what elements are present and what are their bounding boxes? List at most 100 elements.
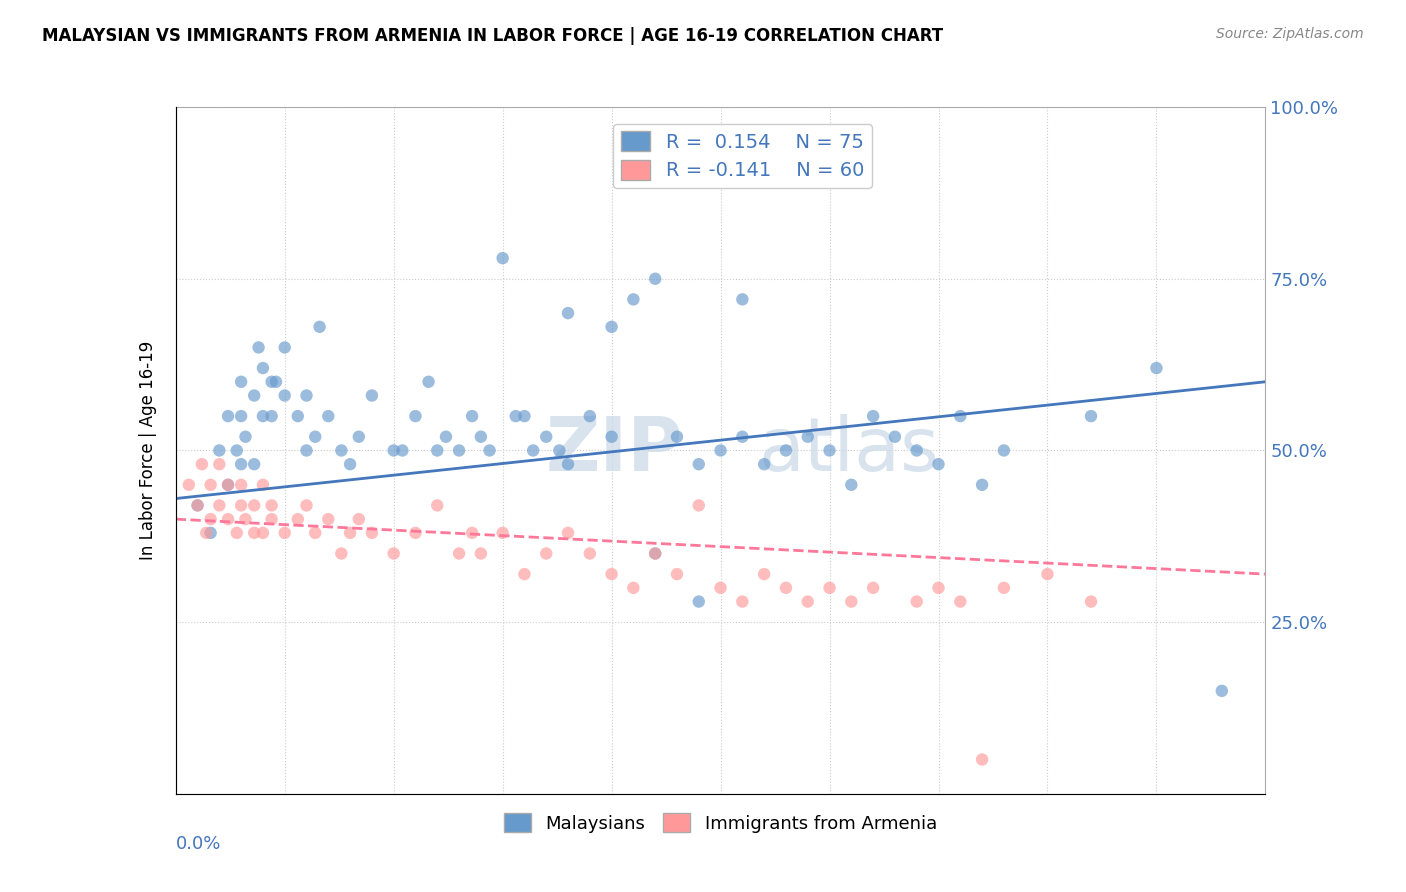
Point xyxy=(295,388,318,402)
Point xyxy=(231,499,253,513)
Text: Source: ZipAtlas.com: Source: ZipAtlas.com xyxy=(1216,27,1364,41)
Point xyxy=(688,457,710,471)
Point xyxy=(470,546,492,561)
Point xyxy=(710,581,733,595)
Point xyxy=(231,457,253,471)
Point xyxy=(243,388,266,402)
Point xyxy=(339,525,361,540)
Point xyxy=(557,306,579,320)
Point xyxy=(287,409,309,423)
Point xyxy=(243,457,266,471)
Point xyxy=(434,430,457,444)
Text: MALAYSIAN VS IMMIGRANTS FROM ARMENIA IN LABOR FORCE | AGE 16-19 CORRELATION CHAR: MALAYSIAN VS IMMIGRANTS FROM ARMENIA IN … xyxy=(42,27,943,45)
Point xyxy=(710,443,733,458)
Point xyxy=(993,443,1015,458)
Point xyxy=(513,409,536,423)
Point xyxy=(200,512,222,526)
Legend: Malaysians, Immigrants from Armenia: Malaysians, Immigrants from Armenia xyxy=(496,806,945,839)
Point xyxy=(208,457,231,471)
Text: ZIP: ZIP xyxy=(546,414,682,487)
Point xyxy=(260,512,283,526)
Point xyxy=(949,409,972,423)
Point xyxy=(1144,361,1167,376)
Point xyxy=(247,340,270,354)
Point xyxy=(235,512,257,526)
Point xyxy=(970,478,993,492)
Point xyxy=(330,443,353,458)
Point xyxy=(308,319,330,334)
Point xyxy=(217,409,239,423)
Point xyxy=(287,512,309,526)
Point xyxy=(470,430,492,444)
Point xyxy=(339,457,361,471)
Point xyxy=(260,409,283,423)
Point xyxy=(217,512,239,526)
Point xyxy=(905,594,928,608)
Point xyxy=(644,271,666,285)
Point xyxy=(405,525,427,540)
Point xyxy=(666,567,689,582)
Point xyxy=(304,525,326,540)
Point xyxy=(418,375,440,389)
Point xyxy=(252,409,274,423)
Point xyxy=(579,546,602,561)
Point xyxy=(231,409,253,423)
Point xyxy=(186,499,209,513)
Point xyxy=(252,361,274,376)
Point xyxy=(274,525,297,540)
Point xyxy=(243,499,266,513)
Point xyxy=(993,581,1015,595)
Point xyxy=(260,499,283,513)
Point xyxy=(688,594,710,608)
Point xyxy=(243,525,266,540)
Point xyxy=(505,409,527,423)
Point xyxy=(666,430,689,444)
Point xyxy=(775,443,797,458)
Point xyxy=(1080,409,1102,423)
Point xyxy=(688,499,710,513)
Point xyxy=(274,388,297,402)
Point xyxy=(731,293,754,307)
Point xyxy=(796,430,818,444)
Text: 0.0%: 0.0% xyxy=(176,835,221,853)
Point xyxy=(274,340,297,354)
Y-axis label: In Labor Force | Age 16-19: In Labor Force | Age 16-19 xyxy=(139,341,157,560)
Point xyxy=(382,443,405,458)
Point xyxy=(208,443,231,458)
Point xyxy=(513,567,536,582)
Point xyxy=(621,581,644,595)
Point xyxy=(600,319,623,334)
Point xyxy=(862,581,884,595)
Point xyxy=(600,430,623,444)
Point xyxy=(426,499,449,513)
Point xyxy=(217,478,239,492)
Point xyxy=(186,499,209,513)
Point xyxy=(841,594,863,608)
Point xyxy=(600,567,623,582)
Point xyxy=(492,251,515,265)
Point xyxy=(382,546,405,561)
Point xyxy=(492,525,515,540)
Point xyxy=(264,375,287,389)
Point xyxy=(928,581,950,595)
Point xyxy=(1211,683,1233,698)
Point xyxy=(862,409,884,423)
Point xyxy=(295,499,318,513)
Point xyxy=(557,525,579,540)
Point xyxy=(970,753,993,767)
Point xyxy=(754,567,776,582)
Point xyxy=(818,443,841,458)
Point xyxy=(405,409,427,423)
Point xyxy=(318,512,340,526)
Point xyxy=(644,546,666,561)
Point xyxy=(360,388,382,402)
Point xyxy=(195,525,218,540)
Point xyxy=(260,375,283,389)
Point xyxy=(775,581,797,595)
Point xyxy=(426,443,449,458)
Point xyxy=(200,478,222,492)
Point xyxy=(461,409,484,423)
Point xyxy=(235,430,257,444)
Point xyxy=(841,478,863,492)
Point xyxy=(579,409,602,423)
